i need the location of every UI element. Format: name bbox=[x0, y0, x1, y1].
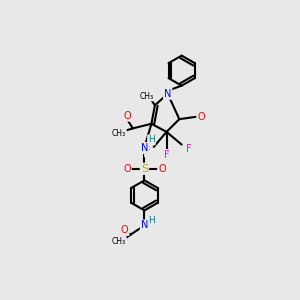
Text: O: O bbox=[121, 225, 128, 235]
Text: F: F bbox=[186, 144, 191, 154]
Text: CH₃: CH₃ bbox=[112, 237, 126, 246]
Text: F: F bbox=[145, 146, 151, 157]
Text: O: O bbox=[123, 111, 131, 121]
Text: N: N bbox=[141, 220, 148, 230]
Text: S: S bbox=[141, 164, 148, 174]
Text: O: O bbox=[158, 164, 166, 174]
Text: H: H bbox=[148, 135, 155, 144]
Text: N: N bbox=[141, 143, 148, 153]
Text: F: F bbox=[164, 150, 169, 160]
Text: O: O bbox=[123, 164, 131, 174]
Text: H: H bbox=[148, 216, 155, 225]
Text: CH₃: CH₃ bbox=[140, 92, 154, 100]
Text: CH₃: CH₃ bbox=[112, 128, 126, 137]
Text: O: O bbox=[198, 112, 205, 122]
Text: N: N bbox=[164, 89, 171, 99]
